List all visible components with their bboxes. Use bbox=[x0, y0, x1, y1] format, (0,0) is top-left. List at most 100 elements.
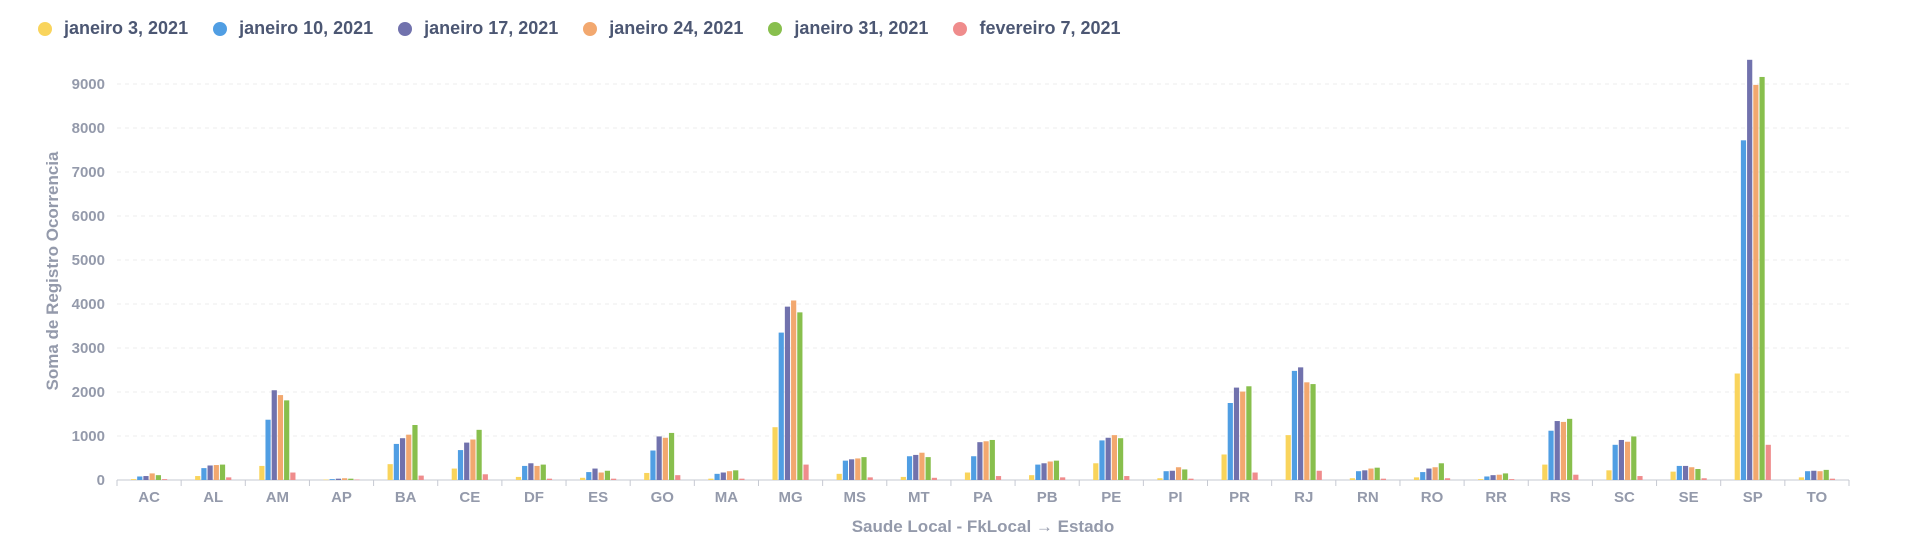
x-tick-label: TO bbox=[1807, 489, 1828, 506]
bar bbox=[604, 470, 611, 480]
bar bbox=[971, 456, 977, 480]
bar bbox=[1701, 478, 1707, 480]
bar bbox=[277, 395, 284, 480]
bar bbox=[1618, 439, 1624, 480]
bar bbox=[1298, 367, 1304, 480]
x-tick-label: RJ bbox=[1294, 489, 1313, 506]
x-tick-label: AL bbox=[203, 489, 223, 506]
x-tick-label: PE bbox=[1101, 489, 1121, 506]
bar bbox=[1765, 444, 1771, 480]
bar bbox=[778, 332, 784, 480]
x-tick-label: PI bbox=[1168, 489, 1182, 506]
x-tick-label: RS bbox=[1550, 489, 1571, 506]
bar bbox=[983, 441, 989, 480]
bar bbox=[1221, 454, 1227, 480]
bar bbox=[668, 432, 675, 480]
bar bbox=[161, 479, 168, 480]
bar bbox=[1355, 471, 1362, 480]
bar bbox=[213, 465, 219, 480]
bar bbox=[1548, 430, 1554, 480]
bar bbox=[1426, 468, 1432, 480]
legend-dot-icon bbox=[768, 21, 783, 36]
legend-item[interactable]: janeiro 31, 2021 bbox=[768, 18, 928, 39]
bar bbox=[1496, 474, 1502, 480]
bar bbox=[1163, 471, 1169, 480]
bar bbox=[354, 479, 360, 481]
legend-item[interactable]: fevereiro 7, 2021 bbox=[953, 18, 1121, 39]
bar bbox=[393, 443, 399, 480]
bar bbox=[675, 475, 681, 480]
bar bbox=[207, 465, 213, 480]
bar bbox=[1368, 468, 1374, 480]
bar bbox=[1035, 464, 1041, 480]
legend-label: janeiro 10, 2021 bbox=[239, 18, 374, 38]
bar bbox=[1047, 461, 1053, 480]
bar bbox=[867, 477, 873, 480]
bar bbox=[656, 436, 662, 480]
bar bbox=[464, 442, 470, 480]
bar bbox=[1111, 435, 1117, 480]
bar bbox=[1316, 470, 1322, 480]
x-tick-label: AP bbox=[331, 489, 352, 506]
legend-label: fevereiro 7, 2021 bbox=[979, 18, 1121, 38]
bar bbox=[515, 476, 522, 480]
bar bbox=[1612, 444, 1618, 480]
x-tick-label: AC bbox=[138, 489, 160, 506]
bar bbox=[348, 478, 354, 480]
bar bbox=[323, 479, 329, 481]
x-tick-label: PB bbox=[1037, 489, 1058, 506]
bar bbox=[644, 472, 650, 480]
legend-dot-icon bbox=[953, 21, 968, 36]
bar bbox=[1304, 382, 1310, 480]
bar bbox=[1380, 478, 1386, 480]
bar bbox=[1240, 391, 1246, 480]
bar bbox=[476, 429, 482, 480]
legend-dot-icon bbox=[398, 21, 413, 36]
bar bbox=[1676, 465, 1682, 480]
bar bbox=[836, 473, 842, 480]
bar bbox=[482, 474, 488, 480]
bar bbox=[546, 478, 553, 480]
bar bbox=[271, 390, 277, 480]
x-tick-label: PR bbox=[1229, 489, 1250, 506]
bar bbox=[1157, 478, 1163, 480]
legend-item[interactable]: janeiro 3, 2021 bbox=[38, 18, 188, 39]
legend-label: janeiro 24, 2021 bbox=[609, 18, 744, 38]
bar bbox=[1759, 76, 1765, 481]
bar bbox=[720, 472, 726, 480]
bar bbox=[1631, 436, 1637, 480]
bar bbox=[931, 477, 937, 480]
x-tick-label: MT bbox=[908, 489, 930, 506]
bar bbox=[995, 476, 1002, 480]
legend-item[interactable]: janeiro 24, 2021 bbox=[583, 18, 743, 39]
bar bbox=[714, 473, 720, 480]
bar bbox=[195, 476, 201, 480]
legend-item[interactable]: janeiro 17, 2021 bbox=[398, 18, 558, 39]
bar bbox=[1490, 475, 1496, 480]
y-tick-label: 1000 bbox=[72, 428, 105, 445]
bar bbox=[1117, 438, 1124, 480]
legend-item[interactable]: janeiro 10, 2021 bbox=[213, 18, 373, 39]
bar bbox=[1484, 476, 1490, 480]
x-axis-title: Saude Local - FkLocal → Estado bbox=[852, 517, 1115, 536]
bar bbox=[989, 439, 995, 480]
bar bbox=[1432, 467, 1438, 480]
bar bbox=[1438, 463, 1444, 480]
bar bbox=[919, 452, 925, 480]
bar bbox=[1374, 467, 1380, 480]
x-tick-label: SE bbox=[1679, 489, 1699, 506]
bar bbox=[849, 459, 855, 480]
bar bbox=[1310, 384, 1316, 480]
y-tick-label: 0 bbox=[97, 472, 105, 489]
bar bbox=[1509, 479, 1515, 480]
bar bbox=[598, 472, 604, 480]
bar bbox=[1188, 478, 1194, 480]
bar bbox=[803, 464, 809, 480]
bar bbox=[329, 479, 335, 480]
bar bbox=[284, 400, 290, 480]
bar bbox=[1246, 386, 1252, 480]
x-tick-label: RN bbox=[1357, 489, 1379, 506]
bar bbox=[201, 468, 207, 480]
bar bbox=[1624, 441, 1631, 480]
bar bbox=[1099, 440, 1105, 480]
